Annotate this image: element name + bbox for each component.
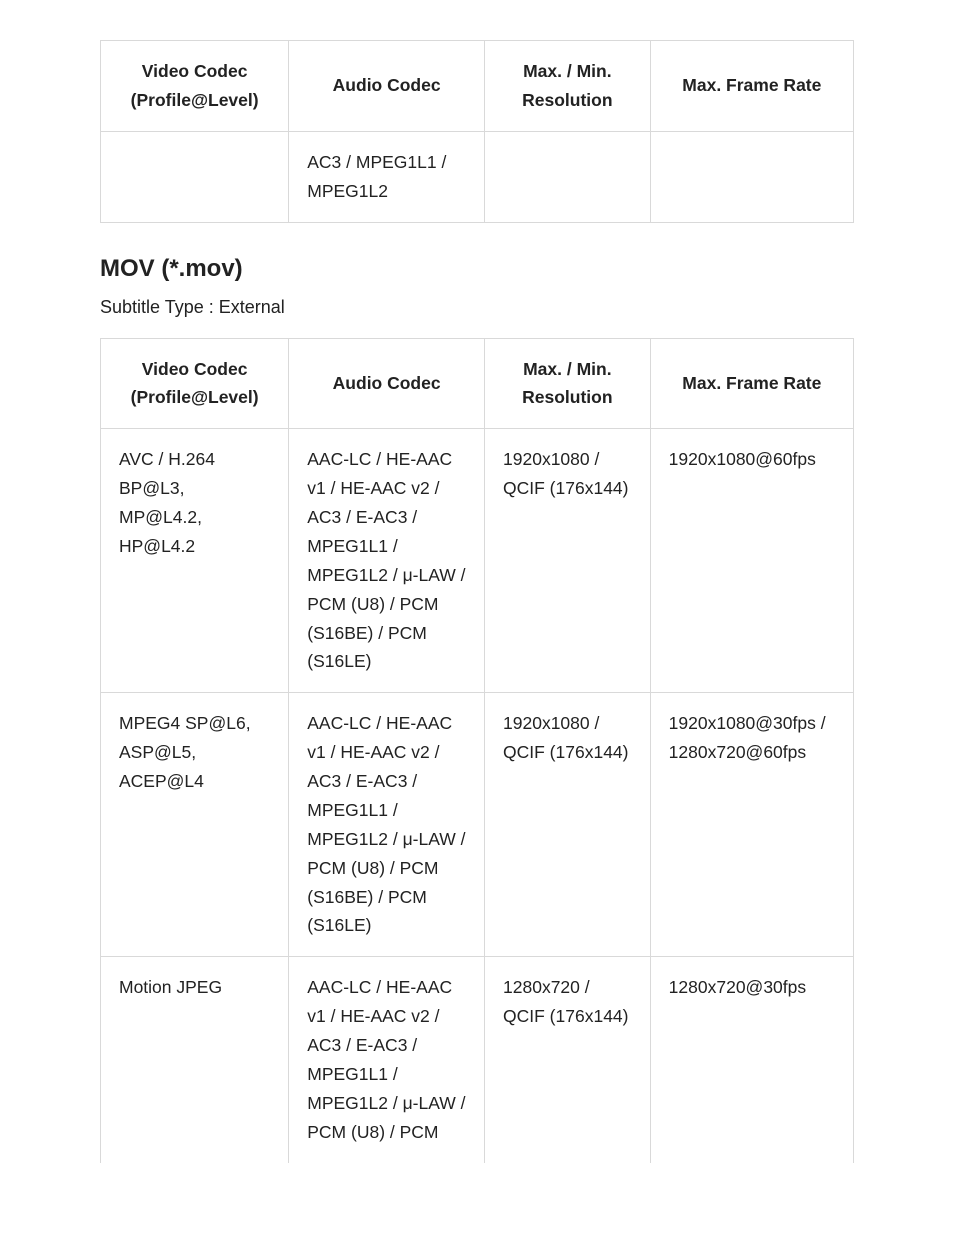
document-page: Video Codec (Profile@Level) Audio Codec … [0, 0, 954, 1183]
col-header-audio-codec: Audio Codec [289, 41, 485, 132]
col-header-video-codec: Video Codec (Profile@Level) [101, 338, 289, 429]
table-header-row: Video Codec (Profile@Level) Audio Codec … [101, 41, 854, 132]
codec-table-2: Video Codec (Profile@Level) Audio Codec … [100, 338, 854, 1163]
table-row: MPEG4 SP@L6, ASP@L5, ACEP@L4 AAC-LC / HE… [101, 693, 854, 957]
cell-audio-codec: AAC-LC / HE-AAC v1 / HE-AAC v2 / AC3 / E… [289, 957, 485, 1163]
col-header-frame-rate: Max. Frame Rate [650, 41, 853, 132]
cell-video-codec: MPEG4 SP@L6, ASP@L5, ACEP@L4 [101, 693, 289, 957]
cell-frame-rate [650, 131, 853, 222]
table-row: AC3 / MPEG1L1 / MPEG1L2 [101, 131, 854, 222]
table-row: Motion JPEG AAC-LC / HE-AAC v1 / HE-AAC … [101, 957, 854, 1163]
section-title-mov: MOV (*.mov) [100, 255, 854, 283]
col-header-resolution: Max. / Min. Resolution [485, 41, 651, 132]
subtitle-type: Subtitle Type : External [100, 297, 854, 318]
cell-resolution: 1920x1080 / QCIF (176x144) [485, 429, 651, 693]
cell-resolution: 1280x720 / QCIF (176x144) [485, 957, 651, 1163]
cell-frame-rate: 1280x720@30fps [650, 957, 853, 1163]
col-header-video-codec: Video Codec (Profile@Level) [101, 41, 289, 132]
col-header-frame-rate: Max. Frame Rate [650, 338, 853, 429]
cell-frame-rate: 1920x1080@30fps / 1280x720@60fps [650, 693, 853, 957]
col-header-resolution: Max. / Min. Resolution [485, 338, 651, 429]
cell-video-codec [101, 131, 289, 222]
cell-video-codec: AVC / H.264 BP@L3, MP@L4.2, HP@L4.2 [101, 429, 289, 693]
cell-audio-codec: AAC-LC / HE-AAC v1 / HE-AAC v2 / AC3 / E… [289, 693, 485, 957]
cell-audio-codec: AC3 / MPEG1L1 / MPEG1L2 [289, 131, 485, 222]
cell-audio-codec: AAC-LC / HE-AAC v1 / HE-AAC v2 / AC3 / E… [289, 429, 485, 693]
col-header-audio-codec: Audio Codec [289, 338, 485, 429]
cell-frame-rate: 1920x1080@60fps [650, 429, 853, 693]
cell-video-codec: Motion JPEG [101, 957, 289, 1163]
codec-table-1: Video Codec (Profile@Level) Audio Codec … [100, 40, 854, 223]
table-row: AVC / H.264 BP@L3, MP@L4.2, HP@L4.2 AAC-… [101, 429, 854, 693]
cell-resolution [485, 131, 651, 222]
table-header-row: Video Codec (Profile@Level) Audio Codec … [101, 338, 854, 429]
cell-resolution: 1920x1080 / QCIF (176x144) [485, 693, 651, 957]
